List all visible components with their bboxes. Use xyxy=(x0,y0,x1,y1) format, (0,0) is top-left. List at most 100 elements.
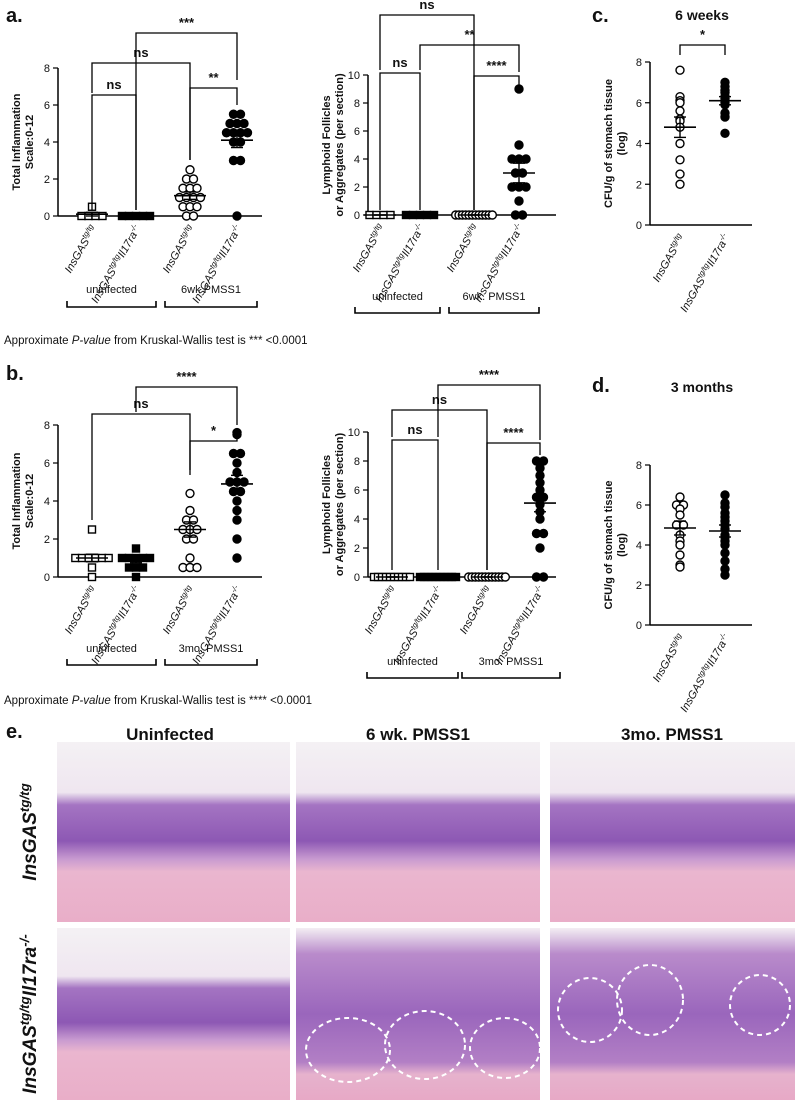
y-tick-label: 6 xyxy=(354,126,360,138)
text-part: Il17ra xyxy=(20,946,41,996)
data-point xyxy=(720,548,730,558)
significance-label: ns xyxy=(392,55,407,70)
text-part: -/- xyxy=(531,583,543,594)
treatment-label: uninfected xyxy=(86,643,137,655)
significance-bracket xyxy=(379,72,421,210)
text-part: -/- xyxy=(228,583,240,594)
text-part: -/- xyxy=(716,231,728,242)
data-point xyxy=(720,128,730,139)
y-tick-label: 4 xyxy=(636,540,642,552)
x-tick-label: InsGAStg/tg xyxy=(649,231,688,285)
data-point xyxy=(232,553,242,563)
data-point xyxy=(521,154,531,164)
data-point xyxy=(131,563,141,572)
data-point xyxy=(720,570,730,580)
data-point xyxy=(235,109,246,119)
text-part: InsGAS xyxy=(651,645,681,684)
data-point xyxy=(185,553,195,563)
significance-label: ** xyxy=(208,70,219,85)
statistics-note: Approximate P-value from Kruskal-Wallis … xyxy=(4,335,308,347)
y-tick-label: 0 xyxy=(44,211,50,223)
treatment-label: 3mo. PMSS1 xyxy=(479,656,544,668)
data-point xyxy=(87,525,97,534)
panel-label: a. xyxy=(6,5,23,27)
data-point xyxy=(87,563,97,572)
y-tick-label: 4 xyxy=(354,514,360,526)
text-part: -/- xyxy=(510,221,522,232)
x-tick-label: InsGAStg/tg xyxy=(361,583,400,637)
text-part: InsGAS xyxy=(351,235,381,274)
treatment-label: uninfected xyxy=(86,284,137,296)
row-title: InsGAStg/tg xyxy=(17,783,42,880)
y-axis-title-line: CFU/g of stomach tissue xyxy=(603,481,615,610)
x-tick-label: InsGAStg/tg xyxy=(159,583,198,637)
histology-image xyxy=(296,742,540,922)
data-point xyxy=(195,192,206,203)
y-tick-label: 6 xyxy=(44,100,50,112)
text-part: InsGAS xyxy=(20,812,41,881)
text-part: tg/tg xyxy=(17,996,32,1025)
data-point xyxy=(675,540,685,550)
x-tick-label: InsGAStg/tg xyxy=(61,583,100,637)
significance-label: *** xyxy=(179,15,195,30)
significance-label: * xyxy=(211,423,217,438)
histology-image xyxy=(550,742,795,922)
data-point xyxy=(538,572,549,582)
row-title: InsGAStg/tgIl17ra-/- xyxy=(17,934,42,1094)
y-tick-label: 6 xyxy=(44,458,50,470)
treatment-label: 3mo. PMSS1 xyxy=(179,643,244,655)
data-point xyxy=(535,543,545,553)
y-axis-title: CFU/g of stomach tissue(log) xyxy=(603,79,628,208)
data-point xyxy=(675,492,685,502)
y-axis-title-line: (log) xyxy=(616,533,628,557)
data-point xyxy=(232,534,242,544)
data-point xyxy=(185,505,195,516)
text-part: P-value xyxy=(72,695,111,707)
text-part: -/- xyxy=(716,631,728,642)
y-tick-label: 8 xyxy=(354,98,360,110)
y-axis-title-line: Total Inflammation xyxy=(11,452,23,549)
text-part: Il17ra xyxy=(217,591,241,621)
data-point xyxy=(675,510,685,520)
data-point xyxy=(675,155,685,165)
x-tick-label: InsGAStg/tgIl17ra-/- xyxy=(676,631,733,715)
panel-label: d. xyxy=(592,375,610,397)
significance-bracket xyxy=(486,442,541,570)
text-part: tg/tg xyxy=(668,231,684,249)
y-axis-title-line: Scale:0-12 xyxy=(24,115,36,169)
y-axis-title: Total InflammationScale:0-12 xyxy=(11,452,36,549)
y-tick-label: 10 xyxy=(348,427,360,439)
histology-images xyxy=(57,742,795,1100)
text-part: tg/tg xyxy=(380,583,396,601)
y-axis-title-line: CFU/g of stomach tissue xyxy=(603,79,615,208)
y-tick-label: 8 xyxy=(636,57,642,69)
data-point xyxy=(538,528,549,539)
text-part: Il17ra xyxy=(520,591,544,621)
y-tick-label: 4 xyxy=(354,154,360,166)
significance-bracket xyxy=(189,87,238,160)
y-tick-label: 0 xyxy=(354,572,360,584)
significance-bracket xyxy=(679,44,726,55)
data-point xyxy=(239,477,249,487)
data-point xyxy=(720,112,730,122)
text-part: InsGAS xyxy=(651,245,681,284)
data-point xyxy=(514,140,524,150)
text-part: tg/tg xyxy=(368,221,384,239)
text-part: -/- xyxy=(429,583,441,594)
significance-bracket xyxy=(473,75,520,210)
text-part: InsGAS xyxy=(63,236,93,275)
text-part: tg/tg xyxy=(17,783,32,812)
text-part: tg/tg xyxy=(668,631,684,649)
chart-title: 3 months xyxy=(671,379,733,395)
data-point xyxy=(675,106,685,116)
data-point xyxy=(239,118,249,129)
y-axis-title: CFU/g of stomach tissue(log) xyxy=(603,481,628,610)
statistics-note: Approximate P-value from Kruskal-Wallis … xyxy=(4,695,312,707)
treatment-label: 6wk PMSS1 xyxy=(181,284,241,296)
data-point xyxy=(675,138,685,149)
data-point xyxy=(185,165,195,175)
y-tick-label: 0 xyxy=(636,620,642,632)
data-point xyxy=(517,210,528,220)
significance-bracket xyxy=(91,413,191,520)
y-tick-label: 2 xyxy=(354,543,360,555)
